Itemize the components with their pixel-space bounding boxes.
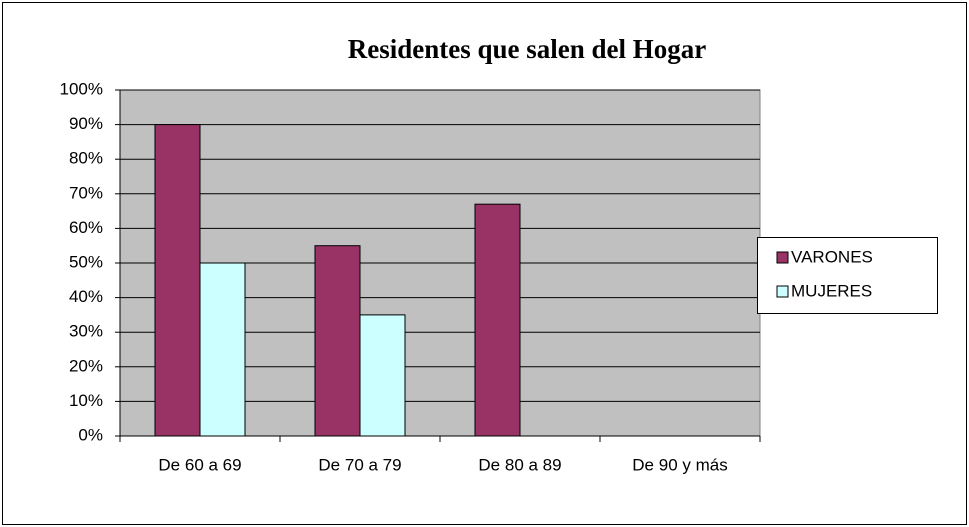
- bar: [474, 203, 521, 437]
- y-tick-label: 10%: [69, 391, 103, 410]
- y-tick-label: 20%: [69, 356, 103, 375]
- y-tick-label: 70%: [69, 183, 103, 202]
- x-tick-label: De 80 a 89: [478, 455, 561, 474]
- bar: [199, 262, 246, 437]
- bar: [359, 314, 406, 437]
- legend-label: VARONES: [791, 247, 873, 266]
- bar: [314, 245, 361, 437]
- y-tick-label: 80%: [69, 149, 103, 168]
- x-tick-label: De 70 a 79: [318, 455, 401, 474]
- y-tick-label: 100%: [60, 79, 103, 98]
- legend: [757, 237, 938, 314]
- y-tick-label: 60%: [69, 218, 103, 237]
- y-tick-label: 0%: [78, 425, 103, 444]
- bar: [154, 124, 201, 437]
- y-tick-label: 90%: [69, 114, 103, 133]
- y-tick-label: 50%: [69, 252, 103, 271]
- x-tick-label: De 90 y más: [632, 455, 727, 474]
- chart-title: Residentes que salen del Hogar: [348, 34, 707, 64]
- legend-label: MUJERES: [791, 281, 872, 300]
- x-tick-label: De 60 a 69: [158, 455, 241, 474]
- y-tick-label: 30%: [69, 322, 103, 341]
- legend-swatch: [776, 285, 789, 298]
- legend-swatch: [776, 251, 789, 264]
- y-tick-label: 40%: [69, 287, 103, 306]
